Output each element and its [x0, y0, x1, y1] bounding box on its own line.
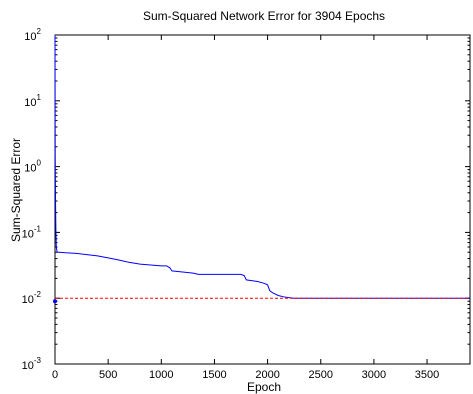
x-tick-label: 3000: [362, 369, 386, 381]
x-tick-label: 0: [52, 369, 58, 381]
y-tick-label: 10-3: [22, 356, 42, 372]
y-tick-label: 10-1: [22, 224, 42, 240]
plot-area: 10-3 10-2 10-1 100 101 102 0 500 1000 1500 2000 250…: [22, 27, 471, 381]
y-tick-label: 101: [24, 93, 41, 109]
chart-title: Sum-Squared Network Error for 3904 Epoch…: [143, 9, 385, 23]
x-axis-label: Epoch: [247, 380, 281, 394]
y-axis-label: Sum-Squared Error: [9, 138, 23, 242]
x-tick-label: 2500: [309, 369, 333, 381]
y-tick-label: 10-2: [22, 290, 42, 306]
x-tick-label: 500: [99, 369, 117, 381]
plot-frame: [54, 34, 471, 365]
x-tick-label: 2000: [255, 369, 279, 381]
x-tick-label: 1500: [202, 369, 226, 381]
data-point: [53, 299, 57, 304]
y-tick-label: 100: [24, 159, 41, 175]
x-tick-label: 3500: [415, 369, 439, 381]
y-tick-label: 102: [24, 27, 41, 43]
x-tick-label: 1000: [149, 369, 173, 381]
error-curve: [54, 34, 470, 299]
